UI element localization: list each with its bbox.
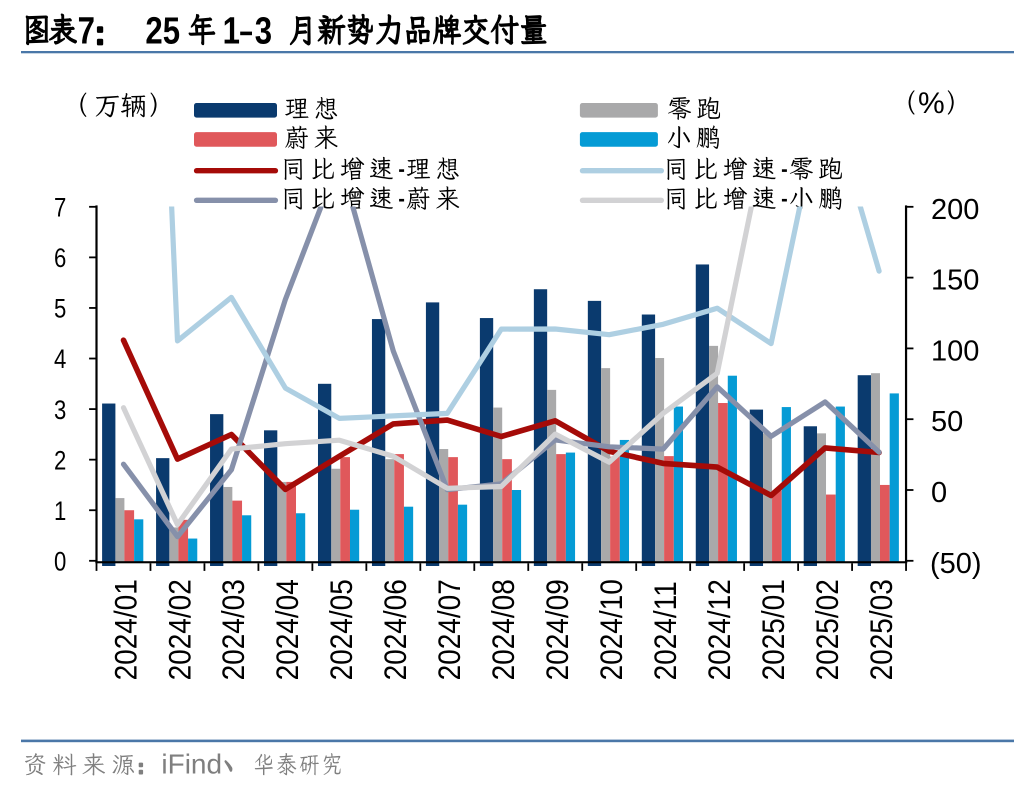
- svg-text:2024/12: 2024/12: [702, 579, 737, 680]
- svg-text:4: 4: [54, 345, 66, 375]
- svg-text:iFind: iFind: [161, 749, 222, 780]
- svg-text:2024/08: 2024/08: [487, 579, 522, 680]
- svg-text:150: 150: [931, 265, 979, 297]
- svg-text:2024/07: 2024/07: [433, 579, 468, 680]
- svg-text:200: 200: [931, 194, 979, 226]
- svg-text:0: 0: [931, 477, 947, 509]
- svg-text:0: 0: [54, 548, 66, 578]
- svg-text:1: 1: [223, 11, 240, 53]
- svg-text:100: 100: [931, 335, 979, 367]
- svg-text:7: 7: [54, 194, 66, 224]
- svg-text:2024/11: 2024/11: [648, 581, 683, 680]
- svg-text:2: 2: [54, 446, 66, 476]
- svg-text:2024/05: 2024/05: [325, 579, 360, 680]
- svg-text:25: 25: [145, 11, 180, 53]
- svg-text:1: 1: [54, 497, 66, 527]
- svg-text:2024/10: 2024/10: [594, 579, 629, 680]
- svg-text:3: 3: [54, 396, 66, 426]
- svg-text:%: %: [918, 87, 945, 120]
- svg-text:2024/04: 2024/04: [271, 579, 306, 680]
- svg-text:(50): (50): [930, 548, 982, 580]
- svg-text:2025/03: 2025/03: [864, 579, 899, 680]
- svg-text:6: 6: [54, 244, 66, 274]
- svg-text:2024/03: 2024/03: [217, 579, 252, 680]
- svg-text:2024/02: 2024/02: [163, 579, 198, 680]
- svg-text:50: 50: [931, 406, 963, 438]
- svg-text:2024/09: 2024/09: [540, 579, 575, 680]
- svg-text:2024/06: 2024/06: [379, 579, 414, 680]
- svg-text:2024/01: 2024/01: [109, 579, 144, 680]
- svg-text:7: 7: [78, 11, 95, 53]
- svg-text:2025/01: 2025/01: [756, 579, 791, 680]
- svg-text:2025/02: 2025/02: [810, 579, 845, 680]
- svg-text:3: 3: [255, 11, 272, 53]
- svg-text:5: 5: [54, 295, 66, 325]
